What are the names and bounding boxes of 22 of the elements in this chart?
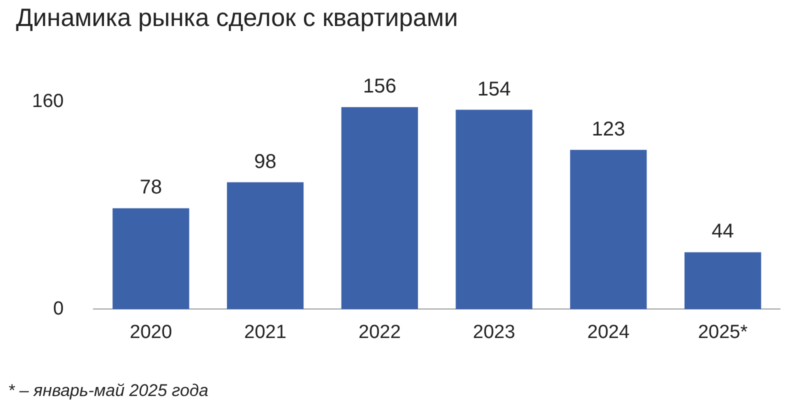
x-tick-label: 2021 [244, 322, 286, 343]
chart-title: Динамика рынка сделок с квартирами [16, 4, 458, 33]
data-label: 44 [712, 220, 734, 243]
y-tick-label: 0 [53, 298, 64, 320]
bar [112, 208, 190, 310]
text: * – январь-май 2025 года [8, 381, 208, 401]
x-tick-label: 2024 [587, 322, 630, 343]
data-label: 156 [362, 76, 396, 98]
data-label: 78 [140, 176, 162, 199]
x-tick-label: 2025* [698, 322, 748, 343]
bar [570, 150, 647, 310]
data-label: 98 [254, 150, 276, 173]
bar [456, 110, 532, 310]
data-label: 123 [592, 118, 626, 140]
bar [226, 182, 304, 310]
bar [684, 252, 762, 310]
bar [341, 107, 418, 310]
data-label: 154 [477, 78, 511, 100]
x-tick-label: 2023 [472, 322, 516, 343]
x-tick-label: 2022 [358, 322, 401, 343]
x-tick-label: 2020 [130, 322, 172, 343]
y-tick-label: 160 [32, 91, 64, 112]
